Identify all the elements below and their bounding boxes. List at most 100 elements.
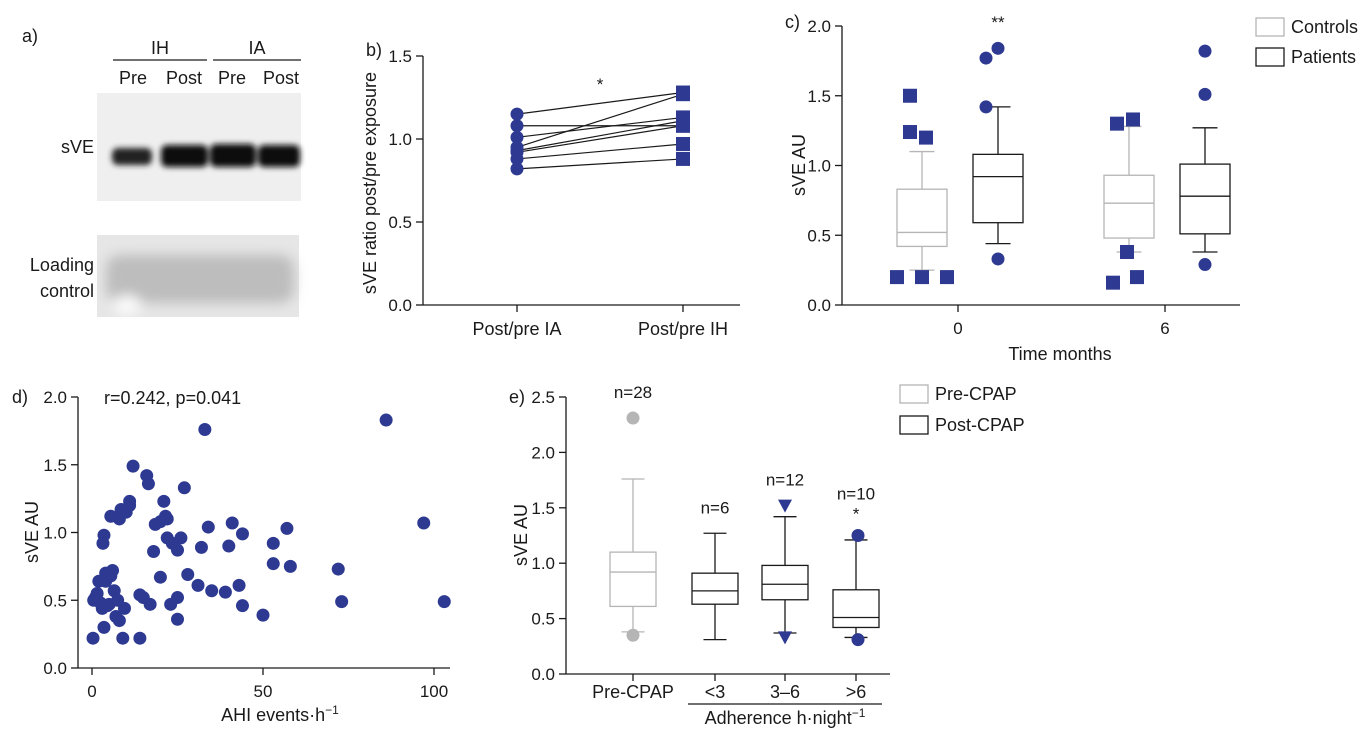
- panel-e-y-tick-label-0: 0.0: [531, 665, 555, 684]
- panel-d-point-52: [194, 540, 208, 554]
- panel-c-box-controls-0-iqr: [896, 188, 948, 248]
- panel-d-point-24: [117, 601, 131, 615]
- panel-d-point-27: [123, 494, 137, 508]
- panel-d-point-51: [191, 578, 205, 592]
- panel-d-point-55: [205, 584, 219, 598]
- group-ih-label: IH: [151, 38, 169, 58]
- panel-c-box-controls-6-outlier-1: [1126, 112, 1140, 127]
- panel-d-point-60: [235, 599, 249, 613]
- panel-e-box-2-n-label: n=12: [766, 471, 804, 490]
- panel-c-box-controls-0-outlier-2: [919, 130, 933, 145]
- panel-d-point-35: [147, 544, 161, 558]
- panel-c-box-patients-0-iqr: [972, 153, 1024, 224]
- panel-b-ih-point-0: [676, 151, 690, 166]
- panel-e-y-tick-label-4: 2.0: [531, 443, 555, 462]
- panel-b-ia-point-5: [510, 130, 524, 144]
- panel-d-point-11: [97, 620, 111, 634]
- panel-b-y-tick-label-0: 0.0: [388, 296, 412, 315]
- panel-d-point-38: [153, 570, 167, 584]
- panel-c-box-controls-0-outlier-3: [890, 270, 904, 285]
- panel-a: a) IH IA Pre Post Pre Post sVE Loading c…: [22, 26, 301, 317]
- western-blot-sve: [97, 93, 301, 201]
- panel-e-y-tick-label-1: 0.5: [531, 610, 555, 629]
- panel-d-point-41: [160, 512, 174, 526]
- panel-e-box-2-outlier-1: [778, 631, 792, 645]
- panel-c-y-tick-label-0: 0.0: [807, 296, 831, 315]
- panel-d-y-tick-label-2: 1.0: [43, 524, 67, 543]
- row-label-loading-1: Loading: [30, 255, 94, 275]
- panel-c-box-patients-6-outlier-1: [1198, 87, 1212, 101]
- panel-e-y-axis-label: sVE AU: [511, 504, 531, 566]
- panel-d-point-16: [106, 563, 120, 577]
- panel-d-point-70: [417, 516, 431, 530]
- panel-c-y-tick-label-1: 0.5: [807, 226, 831, 245]
- panel-d-point-68: [335, 595, 349, 609]
- panel-d-point-59: [232, 578, 246, 592]
- panel-d-y-tick-label-0: 0.0: [43, 659, 67, 678]
- panel-c-box-controls-6-outlier-4: [1106, 275, 1120, 290]
- panel-b-ia-point-6: [510, 119, 524, 133]
- panel-e-box-3-outlier-0: [851, 529, 865, 542]
- panel-c: c) sVE AU Time months Controls Patients …: [785, 12, 1358, 364]
- panel-e-y-tick-label-2: 1.0: [531, 554, 555, 573]
- panel-d-y-tick-label-4: 2.0: [43, 388, 67, 407]
- panel-b-x-tick-label-0: Post/pre IA: [472, 319, 561, 339]
- group-ia-label: IA: [248, 38, 265, 58]
- panel-d-point-53: [198, 423, 212, 437]
- panel-d-point-65: [280, 521, 294, 535]
- panel-c-y-tick-label-2: 1.0: [807, 157, 831, 176]
- panel-b-pair-line-1: [516, 143, 684, 160]
- panel-e-x-axis-label: Adherence h·night−1: [705, 706, 866, 728]
- panel-c-box-patients-6-outlier-2: [1198, 258, 1212, 272]
- panel-b-y-axis-label: sVE ratio post/pre exposure: [360, 72, 380, 294]
- panel-b-ih-point-6: [676, 118, 690, 133]
- panel-e-box-3-n-label: n=10: [837, 485, 875, 504]
- column-label-2: Post: [166, 68, 202, 88]
- panel-b-significance: *: [597, 75, 604, 94]
- panel-c-y-axis-label: sVE AU: [789, 134, 809, 196]
- panel-c-box-patients-6-iqr: [1179, 163, 1231, 235]
- panel-e-box-1-iqr: [691, 572, 739, 605]
- panel-d-point-58: [225, 516, 239, 530]
- panel-e-box-0-outlier-1: [626, 628, 640, 642]
- panel-b-pair-line-2: [516, 125, 684, 153]
- panel-d-point-39: [157, 494, 171, 508]
- panel-d-label: d): [12, 387, 28, 407]
- panel-e-box-2-iqr: [761, 564, 809, 601]
- panel-e: e) sVE AU Adherence h·night−1 Pre-CPAP P…: [509, 383, 1025, 728]
- panel-d-x-axis-label: AHI events·h−1: [221, 703, 339, 725]
- panel-d-point-67: [331, 562, 345, 576]
- panel-d-point-63: [266, 557, 280, 571]
- panel-c-label: c): [785, 12, 800, 32]
- panel-d-point-62: [256, 608, 270, 622]
- panel-c-box-controls-6-outlier-2: [1120, 244, 1134, 259]
- panel-d-point-8: [97, 528, 111, 542]
- panel-d-point-64: [266, 536, 280, 550]
- panel-d-point-48: [174, 531, 188, 545]
- legend-swatch-controls: [1255, 17, 1285, 37]
- panel-c-y-tick-label-4: 2.0: [807, 17, 831, 36]
- column-label-1: Pre: [119, 68, 147, 88]
- panel-d-point-66: [283, 559, 297, 573]
- panel-d-x-tick-label-2: 100: [420, 682, 448, 701]
- panel-d-point-61: [235, 527, 249, 541]
- panel-d-point-28: [126, 459, 140, 473]
- panel-d-point-69: [379, 413, 393, 427]
- panel-d-correlation: r=0.242, p=0.041: [104, 388, 241, 408]
- legend-label-patients: Patients: [1291, 47, 1356, 67]
- panel-c-box-controls-0-outlier-5: [940, 270, 954, 285]
- panel-c-box-patients-0-outlier-1: [979, 51, 993, 65]
- panel-c-significance-0: **: [991, 13, 1005, 32]
- panel-d-point-46: [171, 612, 184, 626]
- panel-d-point-49: [177, 481, 191, 495]
- panel-d-point-50: [181, 568, 195, 582]
- panel-c-box-controls-0-outlier-0: [903, 88, 917, 103]
- panel-d-x-tick-label-1: 50: [254, 682, 273, 701]
- panel-b-ia-point-0: [510, 162, 524, 176]
- panel-c-box-patients-0-outlier-2: [979, 100, 993, 114]
- panel-a-label: a): [22, 26, 38, 46]
- panel-b-y-tick-label-1: 0.5: [388, 213, 412, 232]
- panel-b-pair-line-4: [516, 93, 684, 148]
- panel-e-x-tick-label-2: 3–6: [770, 682, 800, 702]
